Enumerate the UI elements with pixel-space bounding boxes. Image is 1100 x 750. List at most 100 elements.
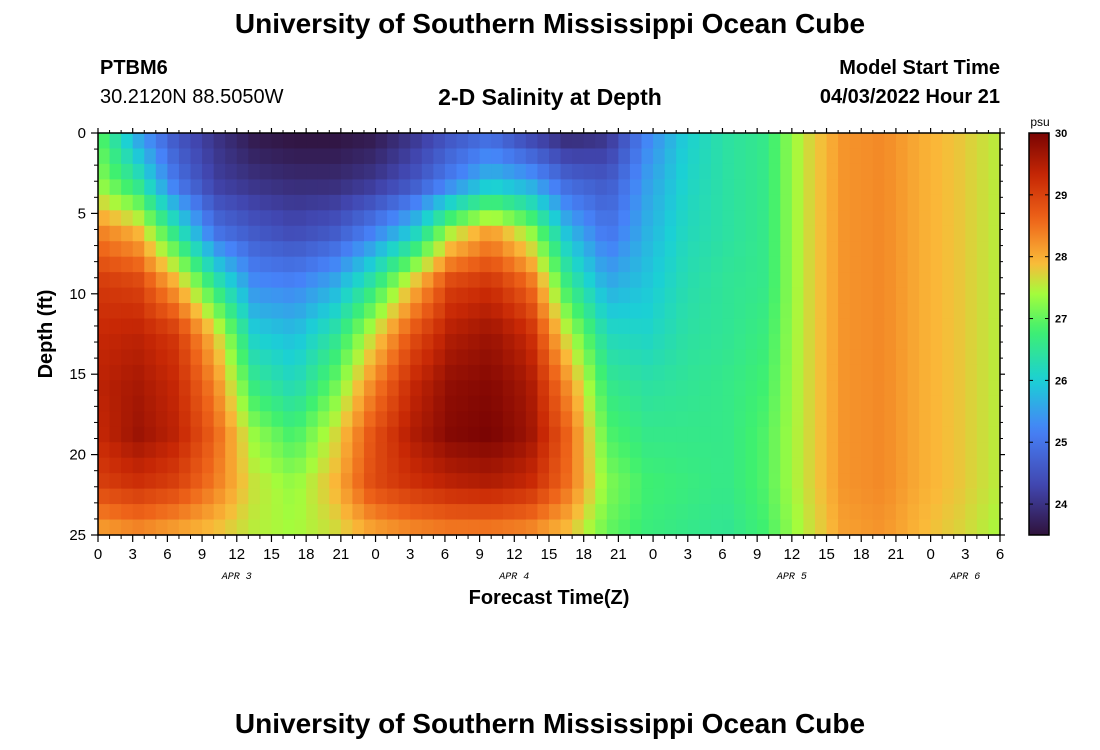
heatmap-cell [664,179,677,196]
heatmap-cell [976,349,990,366]
heatmap-cell [433,256,446,273]
heatmap-cell [606,225,619,242]
heatmap-cell [606,364,619,381]
heatmap-cell [572,241,585,258]
heatmap-cell [872,364,885,381]
heatmap-cell [190,318,203,335]
heatmap-cell [768,364,781,381]
heatmap-cell [190,272,203,289]
heatmap-cell [271,334,284,351]
heatmap-cell [410,163,423,180]
heatmap-cell [629,364,643,381]
heatmap-cell [872,287,885,304]
heatmap-cell [387,334,400,351]
heatmap-cell [606,334,619,351]
heatmap-cell [768,272,781,289]
heatmap-cell [98,163,111,180]
heatmap-cell [930,473,943,490]
heatmap-cell [537,442,550,459]
heatmap-cell [213,334,226,351]
heatmap-cell [641,163,654,180]
heatmap-cell [132,210,145,227]
heatmap-cell [167,241,180,258]
heatmap-cell [340,519,354,536]
heatmap-cell [976,194,990,211]
heatmap-cell [629,473,643,490]
heatmap-cell [745,194,758,211]
heatmap-cell [907,241,920,258]
heatmap-cell [491,364,504,381]
heatmap-cell [433,179,446,196]
heatmap-cell [791,225,805,242]
heatmap-cell [734,364,747,381]
heatmap-cell [768,318,781,335]
heatmap-cell [502,334,515,351]
heatmap-cell [699,318,712,335]
heatmap-cell [861,179,874,196]
heatmap-cell [710,426,724,443]
heatmap-cell [988,194,1001,211]
heatmap-cell [236,179,249,196]
heatmap-cell [537,148,550,165]
heatmap-cell [155,225,168,242]
heatmap-cell [814,457,828,474]
heatmap-cell [734,349,747,366]
heatmap-cell [317,504,330,521]
heatmap-cell [190,210,203,227]
heatmap-cell [502,272,515,289]
heatmap-cell [583,349,596,366]
heatmap-cell [202,334,215,351]
heatmap-cell [178,334,192,351]
heatmap-cell [132,148,145,165]
heatmap-cell [375,148,388,165]
heatmap-cell [479,426,492,443]
heatmap-cell [271,349,284,366]
heatmap-cell [884,457,897,474]
heatmap-cell [155,133,168,150]
heatmap-cell [259,349,273,366]
heatmap-cell [549,349,562,366]
heatmap-cell [930,148,943,165]
heatmap-cell [618,256,631,273]
heatmap-cell [317,395,330,412]
heatmap-cell [329,380,342,397]
heatmap-cell [687,256,700,273]
heatmap-cell [375,380,388,397]
heatmap-cell [132,256,145,273]
heatmap-cell [780,364,793,381]
heatmap-cell [248,133,261,150]
heatmap-cell [259,210,273,227]
heatmap-cell [676,148,689,165]
heatmap-cell [560,457,573,474]
heatmap-cell [329,210,342,227]
heatmap-cell [884,349,897,366]
heatmap-cell [676,395,689,412]
heatmap-cell [676,179,689,196]
heatmap-cell [514,426,527,443]
heatmap-cell [849,380,862,397]
heatmap-cell [710,194,724,211]
heatmap-cell [653,194,666,211]
x-tick-label: 21 [610,546,627,563]
heatmap-cell [549,457,562,474]
heatmap-cell [283,194,296,211]
heatmap-cell [514,504,527,521]
heatmap-cell [433,133,446,150]
heatmap-cell [167,473,180,490]
heatmap-cell [826,210,839,227]
heatmap-cell [549,411,562,428]
heatmap-cell [803,179,816,196]
heatmap-cell [745,395,758,412]
heatmap-cell [549,504,562,521]
heatmap-cell [363,334,377,351]
heatmap-cell [884,179,897,196]
heatmap-cell [814,179,828,196]
heatmap-cell [178,488,192,505]
heatmap-cell [872,457,885,474]
heatmap-cell [121,194,134,211]
heatmap-cell [572,256,585,273]
heatmap-cell [768,411,781,428]
heatmap-cell [710,380,724,397]
heatmap-cell [549,318,562,335]
heatmap-cell [572,318,585,335]
